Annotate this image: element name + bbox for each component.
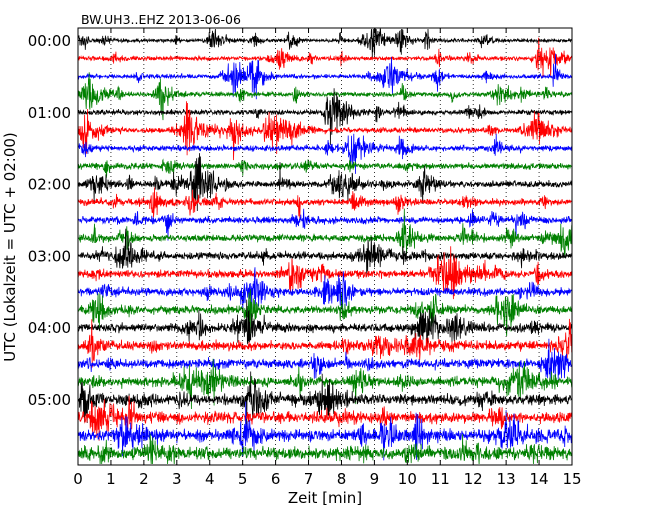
trace-line — [77, 433, 573, 465]
y-tick-label: 03:00 — [28, 247, 71, 265]
trace-line — [77, 27, 573, 58]
x-tick-label: 10 — [398, 470, 417, 488]
trace-line — [77, 358, 573, 410]
trace-line — [77, 153, 573, 212]
trace-line — [77, 133, 573, 174]
x-tick-label: 11 — [431, 470, 450, 488]
y-axis-label: UTC (Lokalzeit = UTC + 02:00) — [1, 132, 19, 362]
trace-line — [77, 371, 573, 425]
x-tick-label: 14 — [530, 470, 549, 488]
x-tick-label: 7 — [304, 470, 314, 488]
trace-line — [77, 338, 573, 381]
x-tick-label: 1 — [106, 470, 116, 488]
x-tick-label: 4 — [205, 470, 215, 488]
trace-line — [77, 37, 573, 78]
y-tick-label: 02:00 — [28, 176, 71, 194]
trace-line — [77, 228, 572, 277]
y-tick-label: 01:00 — [28, 104, 71, 122]
x-tick-label: 0 — [73, 470, 83, 488]
trace-line — [77, 318, 573, 368]
x-tick-label: 3 — [172, 470, 182, 488]
x-tick-label: 6 — [271, 470, 281, 488]
trace-line — [77, 187, 573, 220]
trace-line — [77, 72, 573, 121]
y-tick-label: 00:00 — [28, 32, 71, 50]
x-tick-label: 9 — [370, 470, 380, 488]
trace-line — [77, 288, 573, 337]
x-axis: 0 1 2 3 4 5 6 7 8 9 10 11 12 13 14 15 — [73, 28, 582, 488]
trace-line — [77, 401, 573, 461]
minute-grid — [110, 28, 540, 465]
trace-line — [77, 208, 573, 241]
trace-line — [77, 53, 573, 100]
x-tick-label: 15 — [562, 470, 581, 488]
trace-line — [77, 267, 573, 314]
trace-line — [77, 395, 573, 441]
x-axis-label: Zeit [min] — [288, 489, 362, 507]
y-axis: 00:00 01:00 02:00 03:00 04:00 05:00 — [28, 32, 83, 409]
x-tick-label: 12 — [464, 470, 483, 488]
chart-title: BW.UH3..EHZ 2013-06-06 — [81, 12, 241, 27]
plot-frame — [77, 27, 573, 466]
traces-group — [77, 27, 573, 465]
trace-line — [77, 299, 573, 345]
trace-line — [77, 158, 573, 179]
trace-line — [77, 88, 573, 145]
x-tick-label: 2 — [139, 470, 149, 488]
y-tick-label: 04:00 — [28, 319, 71, 337]
x-tick-label: 13 — [497, 470, 516, 488]
y-tick-label: 05:00 — [28, 391, 71, 409]
x-tick-label: 8 — [337, 470, 347, 488]
trace-line — [77, 208, 573, 258]
trace-line — [77, 101, 573, 161]
x-tick-label: 5 — [238, 470, 248, 488]
